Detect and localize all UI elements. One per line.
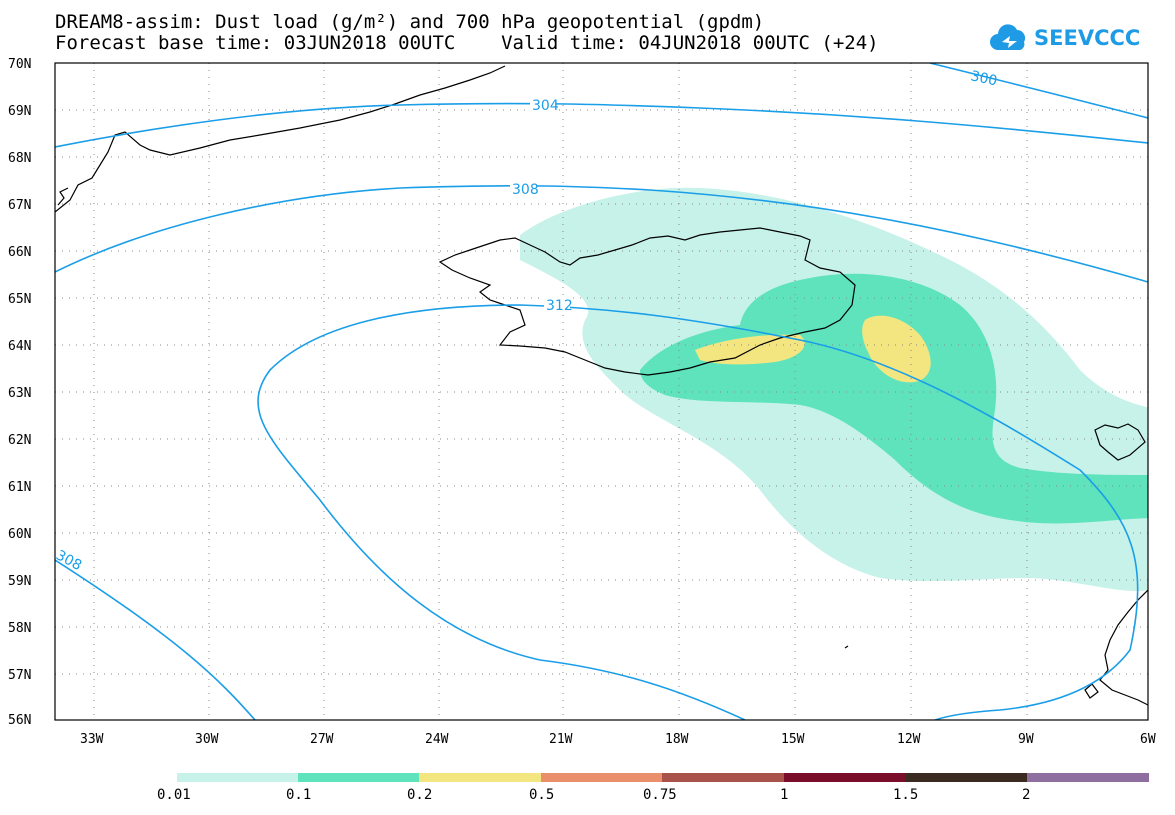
- colorbar: 0.01 0.1 0.2 0.5 0.75 1 1.5 2: [157, 773, 1149, 803]
- colorbar-label: 0.75: [643, 787, 677, 803]
- lat-label: 65N: [8, 292, 31, 307]
- colorbar-segment: [298, 773, 419, 782]
- lon-label: 9W: [1018, 732, 1034, 747]
- lon-label: 33W: [80, 732, 104, 747]
- lat-label: 68N: [8, 151, 31, 166]
- map-title: DREAM8-assim: Dust load (g/m²) and 700 h…: [55, 11, 765, 33]
- lat-label: 67N: [8, 198, 31, 213]
- lat-label: 66N: [8, 245, 31, 260]
- lon-label: 21W: [549, 732, 573, 747]
- geopotential-contours: [55, 63, 1148, 720]
- lon-label: 18W: [665, 732, 689, 747]
- colorbar-label: 1: [780, 787, 788, 803]
- lon-label: 15W: [781, 732, 805, 747]
- lat-label: 59N: [8, 574, 31, 589]
- lat-label: 70N: [8, 57, 31, 72]
- latitude-labels: 70N 69N 68N 67N 66N 65N 64N 63N 62N 61N …: [8, 57, 31, 728]
- lat-label: 57N: [8, 668, 31, 683]
- dust-area-0.2-a: [695, 334, 805, 365]
- contour-label-304: 304: [532, 98, 559, 114]
- logo-text: SEEVCCC: [1034, 26, 1141, 50]
- colorbar-label: 1.5: [893, 787, 918, 803]
- colorbar-segment: [541, 773, 662, 782]
- colorbar-segment: [906, 773, 1027, 782]
- lon-label: 12W: [897, 732, 921, 747]
- lat-label: 56N: [8, 713, 31, 728]
- colorbar-label: 0.01: [157, 787, 191, 803]
- lon-label: 6W: [1140, 732, 1156, 747]
- colorbar-label: 2: [1022, 787, 1030, 803]
- colorbar-segment: [177, 773, 298, 782]
- colorbar-segment: [784, 773, 906, 782]
- lat-label: 61N: [8, 480, 31, 495]
- seevccc-logo: SEEVCCC: [990, 18, 1140, 58]
- dust-area-0.2-b: [862, 315, 931, 383]
- lon-label: 30W: [195, 732, 219, 747]
- lat-label: 63N: [8, 386, 31, 401]
- colorbar-label: 0.2: [407, 787, 432, 803]
- contour-label-312: 312: [546, 298, 573, 314]
- colorbar-segment: [662, 773, 784, 782]
- lon-label: 27W: [310, 732, 334, 747]
- colorbar-segment: [1027, 773, 1149, 782]
- colorbar-label: 0.1: [286, 787, 311, 803]
- contour-label-300: 300: [969, 68, 998, 89]
- forecast-times: Forecast base time: 03JUN2018 00UTC Vali…: [55, 32, 879, 54]
- colorbar-label: 0.5: [529, 787, 554, 803]
- lat-label: 62N: [8, 433, 31, 448]
- lat-label: 64N: [8, 339, 31, 354]
- cloud-icon: [990, 24, 1026, 50]
- contour-label-308: 308: [512, 182, 539, 198]
- lat-label: 60N: [8, 527, 31, 542]
- map-border: [54, 62, 1149, 721]
- coastlines: [55, 65, 1148, 706]
- graticule: [55, 63, 1148, 720]
- lon-label: 24W: [425, 732, 449, 747]
- colorbar-segment: [419, 773, 541, 782]
- lat-label: 58N: [8, 621, 31, 636]
- lat-label: 69N: [8, 104, 31, 119]
- longitude-labels: 33W 30W 27W 24W 21W 18W 15W 12W 9W 6W: [80, 732, 1156, 747]
